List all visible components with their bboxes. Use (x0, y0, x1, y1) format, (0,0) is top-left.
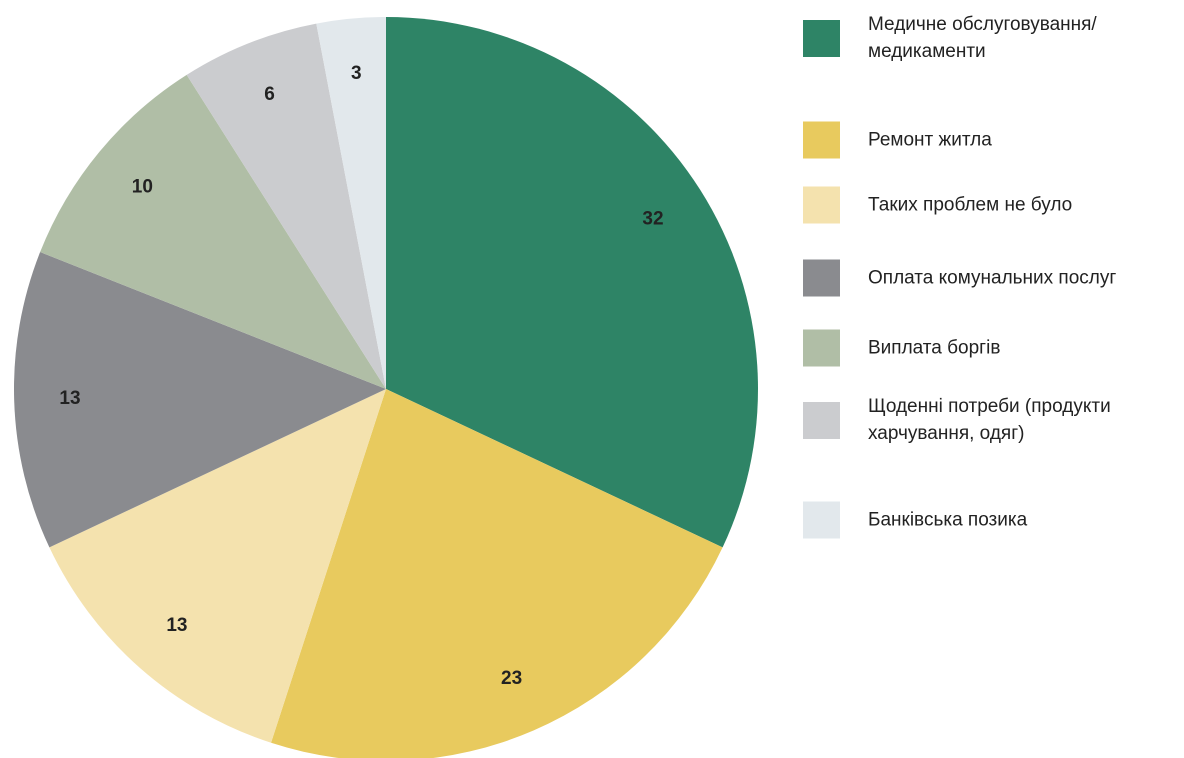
pie-slice (186, 23, 386, 389)
pie-slice (271, 389, 723, 758)
legend-item: Банківська позика (803, 501, 1180, 539)
legend-label: Медичне обслуговування/ медикаменти (868, 14, 1097, 62)
legend-swatch (803, 501, 840, 539)
legend-item: Ремонт житла (803, 121, 1180, 159)
data-label: 13 (166, 615, 187, 636)
pie-slice (316, 17, 386, 389)
pie-slice (40, 74, 387, 390)
legend-swatch (803, 329, 840, 367)
legend-label: Таких проблем не було (868, 194, 1073, 216)
data-label: 23 (501, 668, 522, 689)
legend-label: Оплата комунальних послуг (868, 267, 1117, 289)
pie-slice (49, 389, 387, 743)
data-label: 3 (351, 63, 362, 84)
data-label: 32 (642, 209, 663, 230)
pie-slice (386, 17, 758, 548)
legend-swatch (803, 19, 840, 57)
legend-label: Ремонт житла (868, 129, 992, 151)
data-label: 10 (132, 176, 153, 197)
data-label: 6 (264, 84, 275, 105)
pie-slice (13, 252, 386, 548)
legend-swatch (803, 121, 840, 159)
pie: 32 23 13 13 10 6 3 (13, 17, 758, 758)
legend-swatch (803, 186, 840, 224)
legend-label: Банківська позика (868, 509, 1028, 531)
legend-label: Щоденні потреби (продукти харчування, од… (868, 396, 1111, 444)
legend-swatch (803, 401, 840, 439)
legend-item: Таких проблем не було (803, 186, 1180, 224)
legend-item: Виплата боргів (803, 329, 1180, 367)
legend-item: Щоденні потреби (продукти харчування, од… (803, 393, 1180, 447)
legend-swatch (803, 259, 840, 297)
data-label: 13 (59, 388, 80, 409)
legend-item: Медичне обслуговування/ медикаменти (803, 11, 1180, 65)
legend-label: Виплата боргів (868, 337, 1001, 359)
legend-item: Оплата комунальних послуг (803, 259, 1180, 297)
